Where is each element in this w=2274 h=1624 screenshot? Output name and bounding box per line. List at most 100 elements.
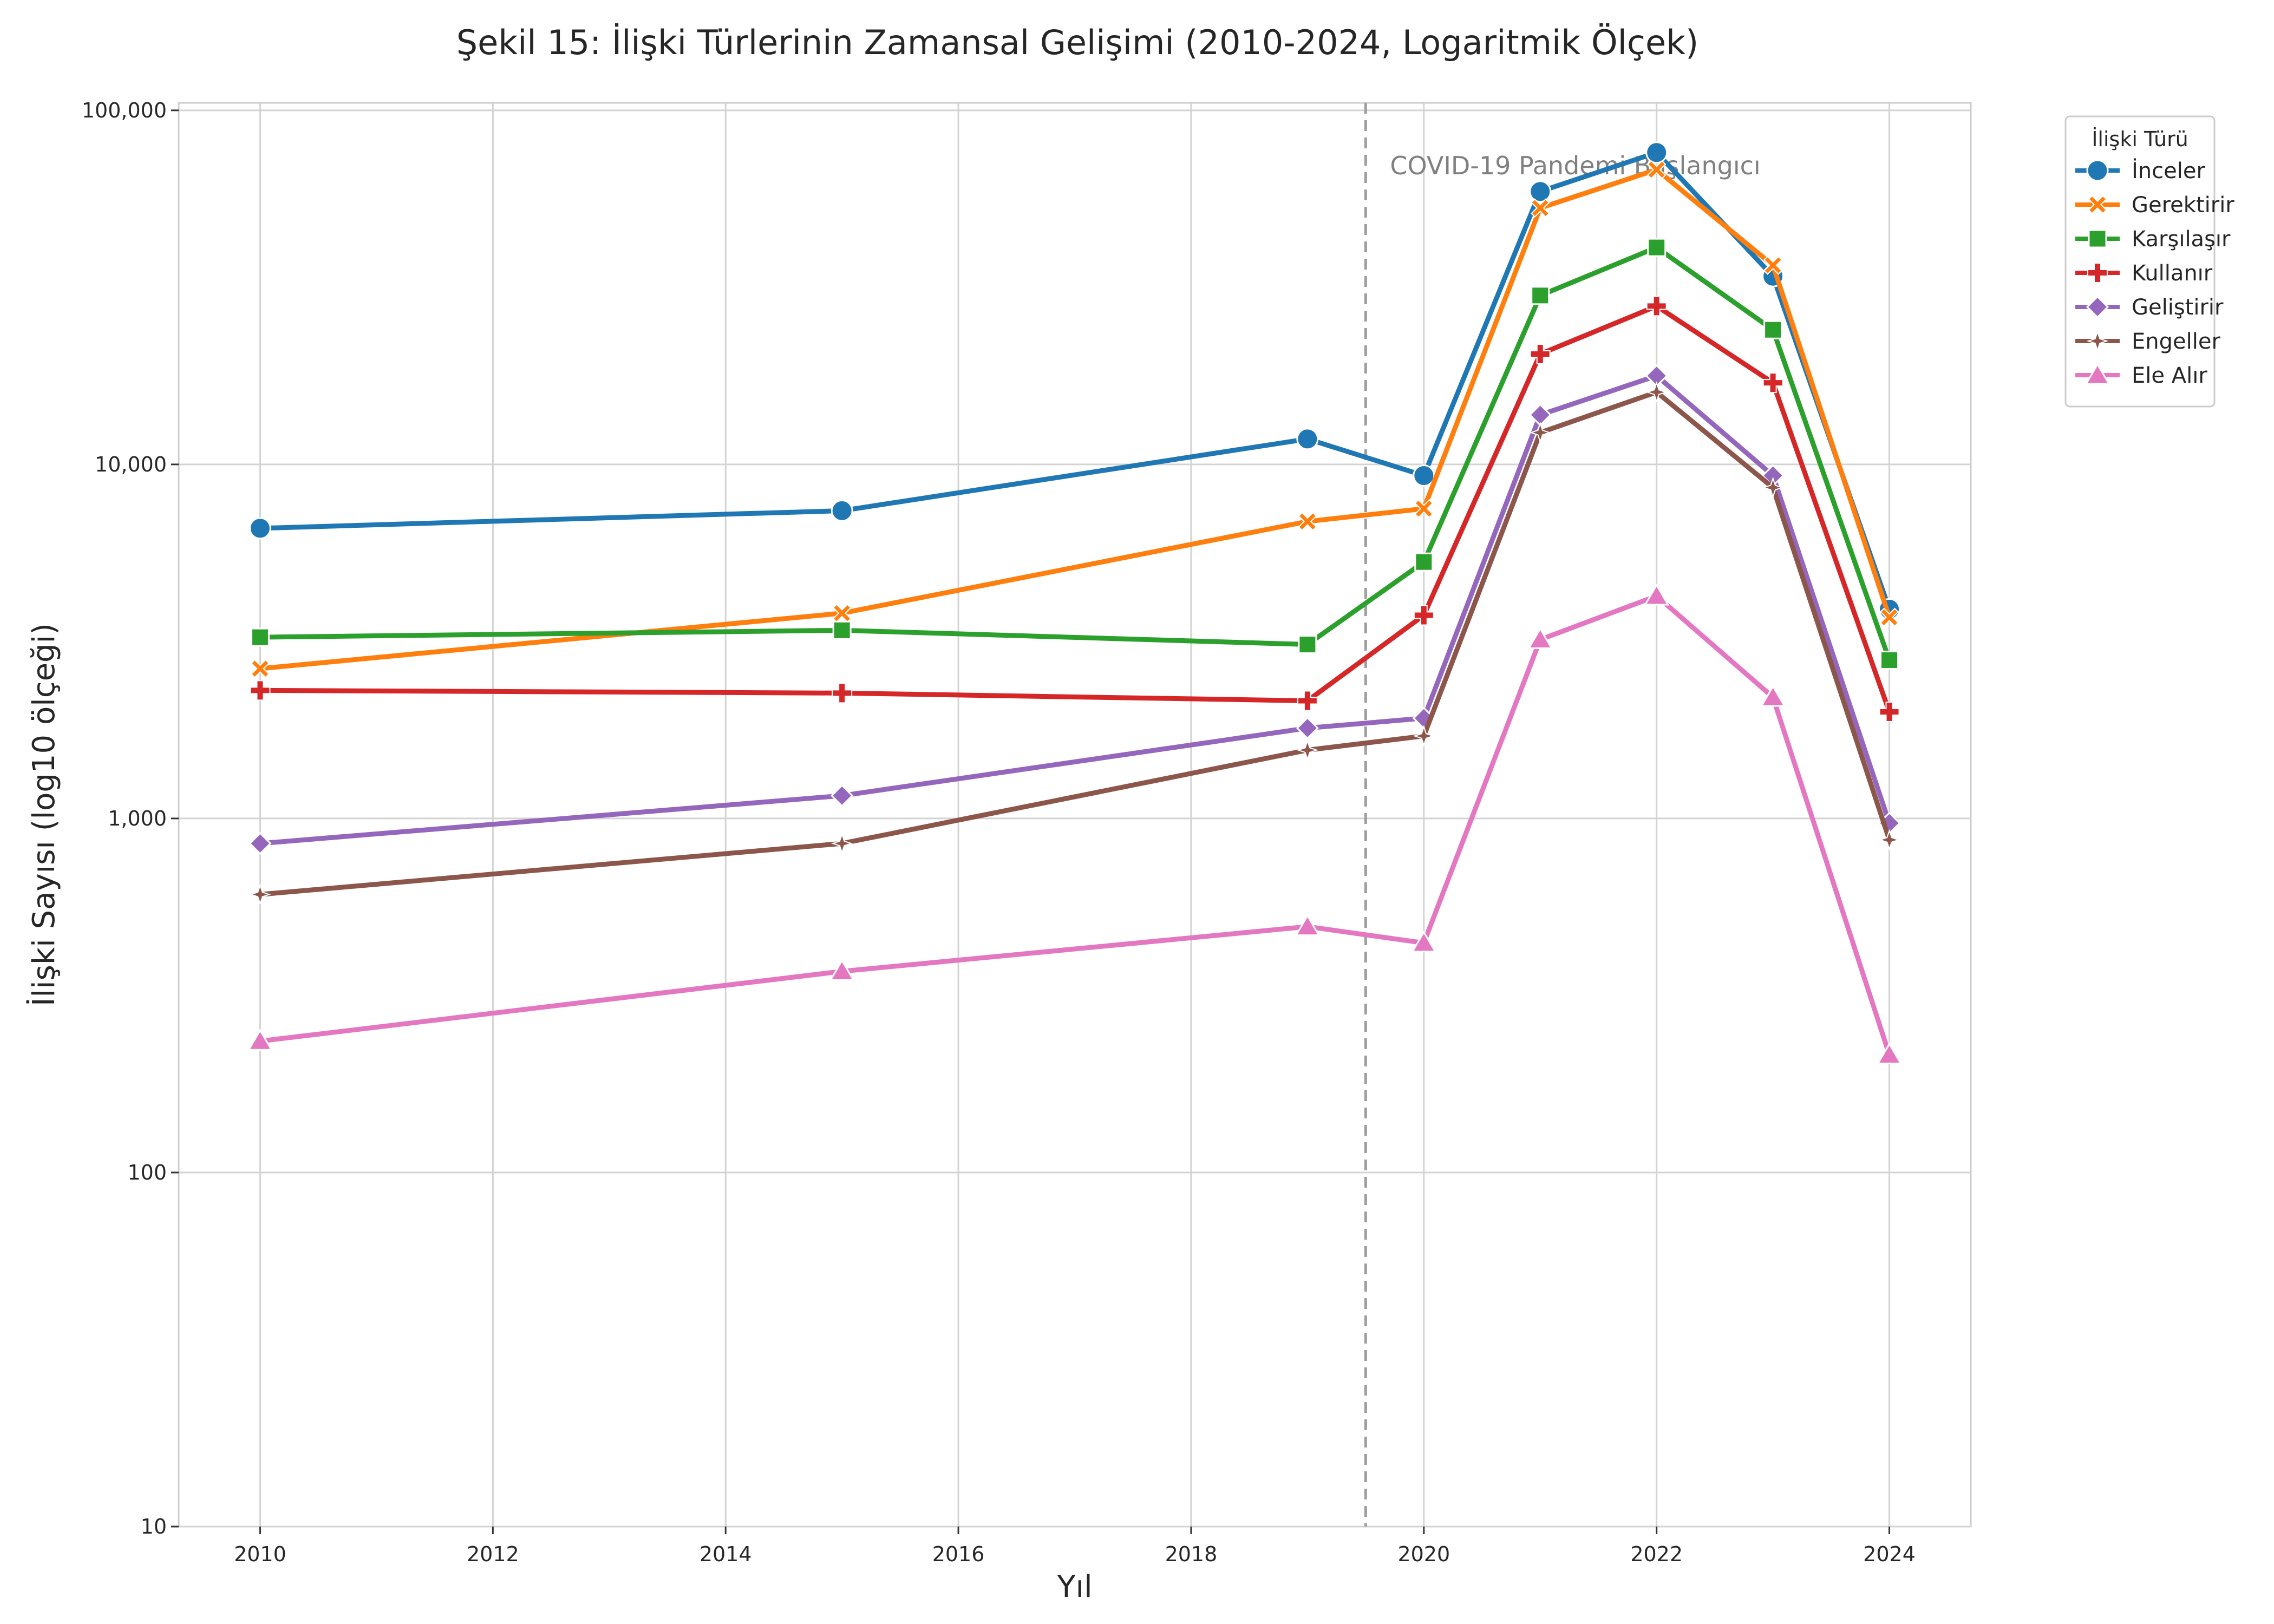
legend-title: İlişki Türü xyxy=(2092,127,2188,151)
series-4 xyxy=(250,296,1900,723)
point-marker xyxy=(1529,180,1552,203)
point-marker xyxy=(1645,141,1668,164)
point-marker xyxy=(1644,583,1670,606)
series-line xyxy=(257,303,1892,715)
legend-label: Ele Alır xyxy=(2132,363,2207,388)
x-tick-label: 2024 xyxy=(1863,1542,1916,1566)
point-marker xyxy=(1645,381,1668,403)
x-tick-label: 2010 xyxy=(234,1542,286,1566)
point-marker xyxy=(2086,295,2109,319)
series-6 xyxy=(249,381,1900,906)
series-line xyxy=(257,389,1892,897)
point-marker xyxy=(831,832,853,855)
point-marker xyxy=(249,883,271,906)
series-2 xyxy=(250,160,1899,678)
series-line xyxy=(257,373,1892,846)
y-tick-label: 100,000 xyxy=(82,99,167,122)
point-marker xyxy=(1879,607,1899,627)
point-marker xyxy=(250,627,270,647)
legend-label: Engeller xyxy=(2132,329,2220,354)
point-marker xyxy=(1763,320,1783,339)
x-tick-label: 2014 xyxy=(700,1542,752,1566)
point-marker xyxy=(1298,512,1317,531)
series-line xyxy=(257,593,1892,1058)
series-line xyxy=(257,245,1892,663)
x-tick-label: 2022 xyxy=(1630,1542,1683,1566)
point-marker xyxy=(832,604,852,623)
series-layer xyxy=(247,141,1903,1065)
legend-label: İnceler xyxy=(2132,158,2205,184)
point-marker xyxy=(831,784,854,807)
y-axis-ticks: 10 100 1,000 10,000 100,000 xyxy=(82,99,179,1538)
point-marker xyxy=(1295,914,1321,937)
point-marker xyxy=(2088,229,2107,248)
series-3 xyxy=(250,238,1899,670)
x-axis-label: Yıl xyxy=(1056,1569,1092,1605)
point-marker xyxy=(250,680,271,701)
point-marker xyxy=(1297,690,1318,711)
covid-annotation: COVID-19 Pandemi Başlangıcı xyxy=(1364,103,1761,1527)
point-marker xyxy=(1527,627,1553,650)
series-line xyxy=(257,167,1892,671)
point-marker xyxy=(1876,1042,1903,1065)
point-marker xyxy=(1647,238,1667,257)
point-marker xyxy=(1296,716,1319,740)
legend-item-1: İnceler xyxy=(2075,158,2205,184)
point-marker xyxy=(1531,286,1550,305)
point-marker xyxy=(2088,195,2107,214)
legend-item-2: Gerektirir xyxy=(2075,193,2234,218)
y-axis-label: İlişki Sayısı (log10 ölçeği) xyxy=(27,623,62,1006)
y-tick-label: 100 xyxy=(127,1161,167,1184)
y-tick-label: 1,000 xyxy=(108,807,167,830)
point-marker xyxy=(2087,263,2108,283)
legend-label: Gerektirir xyxy=(2132,193,2234,218)
legend: İlişki Türü İnceler Gerektirir Karşılaşır Ku… xyxy=(2064,115,2234,408)
legend-item-4: Kullanır xyxy=(2075,261,2213,286)
point-marker xyxy=(247,1029,273,1051)
point-marker xyxy=(1530,343,1551,364)
point-marker xyxy=(250,659,270,678)
point-marker xyxy=(1411,930,1437,953)
plot-area xyxy=(178,102,1972,1528)
point-marker xyxy=(1414,499,1434,519)
point-marker xyxy=(2086,159,2109,182)
chart-title: Şekil 15: İlişki Türlerinin Zamansal Gel… xyxy=(456,23,1698,62)
point-marker xyxy=(1647,160,1667,180)
legend-box xyxy=(2064,115,2216,408)
point-marker xyxy=(832,683,853,704)
point-marker xyxy=(249,831,272,855)
point-marker xyxy=(1760,684,1786,707)
legend-item-7: Ele Alır xyxy=(2075,363,2207,388)
point-marker xyxy=(1878,829,1900,851)
point-marker xyxy=(832,620,852,640)
point-marker xyxy=(2086,330,2109,352)
point-marker xyxy=(1413,725,1435,747)
x-tick-label: 2018 xyxy=(1165,1542,1218,1566)
point-marker xyxy=(1763,256,1783,275)
grid-lines xyxy=(179,103,1971,1528)
x-tick-label: 2016 xyxy=(932,1542,985,1566)
legend-label: Geliştirir xyxy=(2132,295,2224,320)
point-marker xyxy=(2084,363,2110,385)
y-tick-label: 10,000 xyxy=(95,453,167,476)
point-marker xyxy=(1762,372,1783,394)
point-marker xyxy=(1296,739,1319,761)
x-axis-ticks: 2010 2012 2014 2016 2018 2020 2022 2024 xyxy=(234,1527,1916,1566)
legend-label: Karşılaşır xyxy=(2132,227,2231,252)
point-marker xyxy=(1529,421,1551,444)
legend-item-3: Karşılaşır xyxy=(2075,227,2231,252)
point-marker xyxy=(1414,552,1434,572)
point-marker xyxy=(1880,650,1899,670)
point-marker xyxy=(1646,296,1667,317)
point-marker xyxy=(831,499,853,522)
y-tick-label: 10 xyxy=(141,1515,167,1538)
series-line xyxy=(257,150,1892,612)
covid-annotation-label: COVID-19 Pandemi Başlangıcı xyxy=(1390,151,1760,180)
point-marker xyxy=(1531,198,1550,218)
x-tick-label: 2012 xyxy=(467,1542,519,1566)
point-marker xyxy=(1879,702,1900,723)
point-marker xyxy=(249,517,271,540)
point-marker xyxy=(1298,635,1317,654)
point-marker xyxy=(829,959,855,981)
